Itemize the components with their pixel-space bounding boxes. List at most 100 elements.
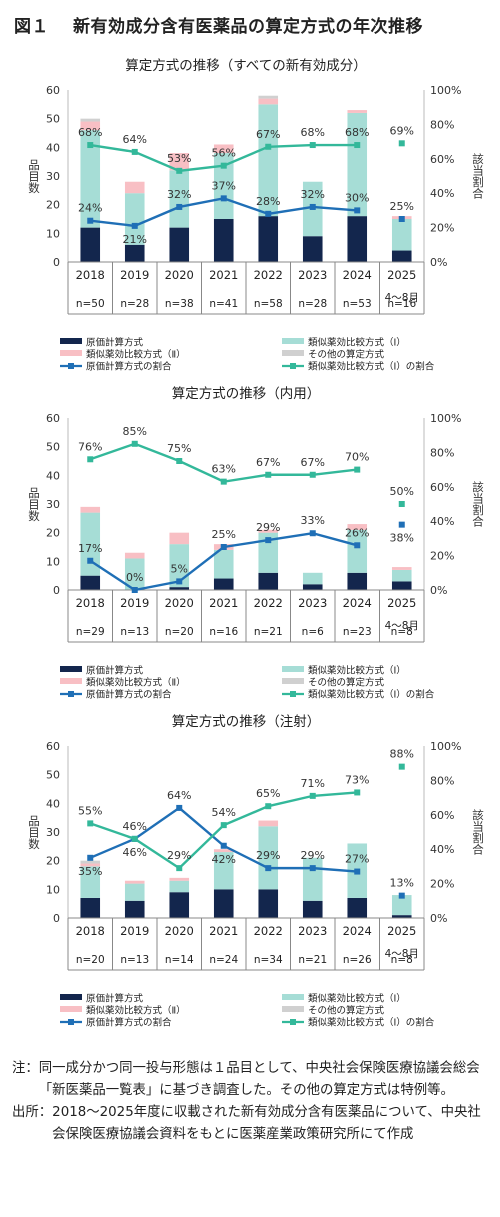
legend-label-similar2: 類似薬効比較方式（Ⅱ） (86, 1005, 186, 1017)
legend-label-similar2: 類似薬効比較方式（Ⅱ） (86, 349, 186, 361)
bar-cost-2018 (80, 897, 101, 918)
y2-tick-label: 60% (430, 809, 454, 822)
chart-title: 算定方式の推移（すべての新有効成分） (125, 58, 367, 74)
y-tick-label: 50 (46, 441, 60, 454)
x-tick-label: 2022 (254, 268, 283, 282)
data-label-similar1_ratio: 68% (301, 126, 325, 139)
bar-cost-2020 (169, 892, 190, 918)
data-label-similar1_ratio: 50% (390, 485, 414, 498)
y2-tick-label: 0% (430, 912, 447, 925)
marker-cost_ratio-2018 (87, 557, 94, 564)
legend-swatch-similar2 (60, 350, 82, 356)
x-tick-label: 2019 (120, 268, 149, 282)
legend-label-cost_ratio: 原価計算方式の割合 (86, 361, 172, 373)
bar-similar1-2021 (213, 549, 234, 579)
bar-similar2-2019 (124, 181, 145, 194)
bar-cost-2022 (258, 572, 279, 590)
x-tick-label: 2025 (387, 924, 416, 938)
x-tick-sub-label: 4～8月 (385, 620, 419, 632)
marker-similar1_ratio-2020 (176, 167, 183, 174)
legend-label-similar1_ratio: 類似薬効比較方式（Ⅰ）の割合 (308, 689, 435, 701)
n-label: n=14 (165, 954, 194, 966)
marker-cost_ratio-2025 (398, 521, 405, 528)
data-label-similar1_ratio: 68% (78, 126, 102, 139)
data-label-cost_ratio: 32% (301, 188, 325, 201)
y2-tick-label: 80% (430, 118, 454, 131)
bar-similar2-2022 (258, 98, 279, 105)
data-label-similar1_ratio: 55% (78, 804, 102, 817)
marker-similar1_ratio-2023 (309, 142, 316, 149)
marker-similar1_ratio-2025 (398, 763, 405, 770)
n-label: n=21 (254, 626, 283, 638)
marker-cost_ratio-2024 (354, 207, 361, 214)
data-label-similar1_ratio: 67% (256, 456, 280, 469)
y2-axis-label: 該当割合 (471, 152, 485, 199)
data-label-cost_ratio: 42% (212, 853, 236, 866)
x-tick-label: 2019 (120, 596, 149, 610)
bar-similar1-2024 (347, 112, 368, 217)
marker-similar1_ratio-2023 (309, 471, 316, 478)
y-tick-label: 0 (53, 256, 60, 269)
x-tick-sub-label: 4～8月 (385, 292, 419, 304)
marker-similar1_ratio-2019 (131, 835, 138, 842)
data-label-cost_ratio: 32% (167, 188, 191, 201)
legend-swatch-similar2 (60, 678, 82, 684)
legend-marker-cost_ratio (68, 1019, 74, 1025)
bar-other-2022 (258, 95, 279, 99)
bar-similar1-2023 (302, 857, 323, 901)
bar-similar1-2019 (124, 193, 145, 245)
legend-swatch-similar1 (282, 666, 304, 672)
marker-cost_ratio-2020 (176, 804, 183, 811)
legend-swatch-other (282, 678, 304, 684)
bar-similar2-2018 (80, 506, 101, 513)
bar-cost-2020 (169, 227, 190, 262)
y-tick-label: 10 (46, 555, 60, 568)
legend-label-other: その他の算定方式 (308, 1005, 385, 1017)
x-tick-label: 2024 (343, 596, 372, 610)
x-tick-label: 2023 (298, 596, 327, 610)
n-label: n=16 (387, 298, 416, 310)
data-label-cost_ratio: 46% (123, 846, 147, 859)
marker-similar1_ratio-2022 (265, 143, 272, 150)
bar-similar2-2022 (258, 820, 279, 827)
marker-cost_ratio-2022 (265, 865, 272, 872)
data-label-similar1_ratio: 76% (78, 440, 102, 453)
bar-similar1-2020 (169, 880, 190, 893)
bar-cost-2025 (391, 250, 412, 262)
source-text: 2018～2025年度に収載された新有効成分含有医薬品について、中央社会保険医療… (52, 1105, 481, 1142)
bar-similar1-2024 (347, 529, 368, 573)
data-label-cost_ratio: 38% (390, 532, 414, 545)
bar-cost-2018 (80, 575, 101, 590)
data-label-cost_ratio: 25% (390, 200, 414, 213)
x-tick-label: 2021 (209, 596, 238, 610)
bar-other-2018 (80, 860, 101, 864)
n-label: n=29 (76, 626, 105, 638)
y2-tick-label: 0% (430, 584, 447, 597)
x-tick-label: 2018 (76, 924, 105, 938)
data-label-cost_ratio: 25% (212, 528, 236, 541)
bar-similar1-2025 (391, 219, 412, 251)
bar-similar2-2021 (213, 144, 234, 154)
y-tick-label: 0 (53, 912, 60, 925)
y-tick-label: 50 (46, 769, 60, 782)
bar-cost-2019 (124, 244, 145, 262)
data-label-cost_ratio: 17% (78, 542, 102, 555)
n-label: n=38 (165, 298, 194, 310)
data-label-cost_ratio: 35% (78, 865, 102, 878)
n-label: n=50 (76, 298, 105, 310)
note: 注： 同一成分かつ同一投与形態は１品目として、中央社会保険医療協議会総会「新医薬… (12, 1058, 490, 1102)
n-label: n=53 (343, 298, 372, 310)
x-tick-label: 2022 (254, 596, 283, 610)
legend-marker-cost_ratio (68, 691, 74, 697)
data-label-similar1_ratio: 71% (301, 777, 325, 790)
bar-similar2-2022 (258, 529, 279, 533)
bar-similar2-2020 (169, 532, 190, 545)
x-tick-label: 2025 (387, 596, 416, 610)
marker-similar1_ratio-2019 (131, 148, 138, 155)
marker-similar1_ratio-2021 (220, 478, 227, 485)
legend-swatch-cost (60, 338, 82, 344)
data-label-similar1_ratio: 67% (256, 128, 280, 141)
marker-cost_ratio-2020 (176, 578, 183, 585)
bar-similar1-2021 (213, 153, 234, 219)
marker-cost_ratio-2020 (176, 203, 183, 210)
